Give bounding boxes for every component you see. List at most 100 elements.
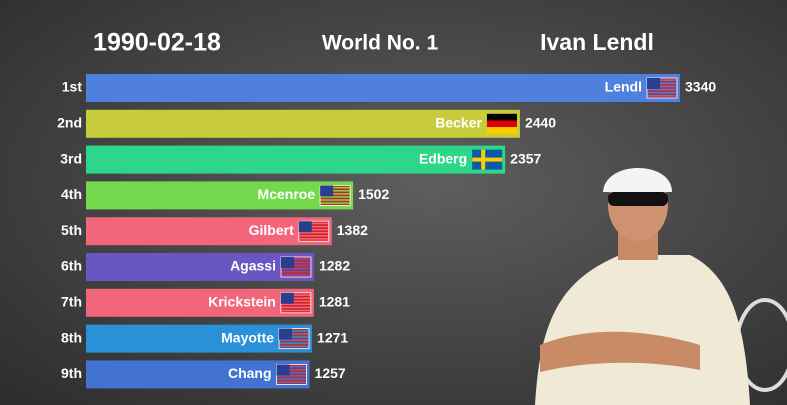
flag-stripe bbox=[279, 334, 310, 337]
flag-cross bbox=[472, 157, 503, 162]
flag-stripe bbox=[280, 269, 311, 271]
flag-canton bbox=[647, 78, 660, 89]
flag bbox=[276, 363, 307, 385]
flag-stripe bbox=[486, 113, 517, 121]
rank-label: 9th bbox=[61, 365, 82, 381]
bar bbox=[86, 109, 520, 138]
flag bbox=[280, 256, 312, 278]
flag-stripe bbox=[280, 272, 311, 274]
bar bbox=[86, 360, 310, 389]
value-label: 1382 bbox=[337, 222, 368, 238]
flag-stripe bbox=[280, 295, 311, 298]
flag-stripe bbox=[647, 78, 677, 80]
bar-name: Edberg bbox=[419, 150, 467, 166]
flag-stripe bbox=[279, 340, 310, 343]
flag-stripe bbox=[276, 379, 307, 382]
flag-cross bbox=[481, 149, 486, 170]
value-label: 1271 bbox=[317, 329, 348, 345]
flag-stripe bbox=[280, 298, 311, 301]
bar bbox=[86, 253, 314, 281]
flag-stripe bbox=[647, 84, 677, 86]
rank-label: 6th bbox=[61, 258, 82, 274]
flag-canton bbox=[279, 328, 293, 340]
flag-stripe bbox=[276, 367, 307, 370]
flag-stripe bbox=[279, 328, 310, 331]
flag-stripe bbox=[320, 194, 351, 197]
value-label: 1502 bbox=[358, 186, 389, 202]
flag-canton bbox=[320, 185, 334, 197]
bar-name: Agassi bbox=[230, 258, 276, 274]
rank-label: 4th bbox=[61, 186, 82, 202]
leader-name: Ivan Lendl bbox=[540, 29, 654, 55]
date: 1990-02-18 bbox=[93, 29, 221, 57]
bar bbox=[86, 145, 506, 174]
flag-stripe bbox=[320, 203, 351, 206]
flag-stripe bbox=[298, 221, 329, 223]
value-label: 1281 bbox=[319, 294, 350, 310]
flag-stripe bbox=[647, 96, 677, 98]
flag-stripe bbox=[276, 370, 307, 373]
value-label: 1257 bbox=[315, 365, 346, 381]
flag-stripe bbox=[279, 347, 310, 349]
rank-label: 5th bbox=[61, 222, 82, 238]
flag-stripe bbox=[298, 239, 329, 242]
bar-name: Chang bbox=[228, 365, 272, 381]
rank-label: 8th bbox=[61, 329, 82, 345]
value-label: 1282 bbox=[319, 258, 350, 274]
flag bbox=[278, 328, 310, 350]
flag-stripe bbox=[279, 331, 310, 334]
flag-stripe bbox=[320, 197, 351, 200]
value-label: 2357 bbox=[510, 150, 541, 166]
value-label: 3340 bbox=[685, 79, 716, 95]
flag-stripe bbox=[276, 382, 307, 385]
flag-stripe bbox=[280, 260, 311, 262]
value-label: 2440 bbox=[525, 115, 556, 131]
flag-stripe bbox=[320, 185, 351, 187]
flag-stripe bbox=[647, 90, 677, 92]
flag-stripe bbox=[280, 266, 311, 268]
player-photo bbox=[535, 168, 787, 405]
bar-name: Lendl bbox=[605, 79, 642, 95]
rank-label: 1st bbox=[62, 79, 83, 95]
flag-stripe bbox=[276, 373, 307, 376]
bar bbox=[86, 217, 332, 246]
bar bbox=[86, 324, 313, 353]
flag bbox=[319, 184, 351, 206]
flag-stripe bbox=[276, 364, 307, 366]
flag-stripe bbox=[298, 230, 329, 232]
rank-label: 2nd bbox=[57, 115, 82, 131]
flag-stripe bbox=[280, 311, 311, 313]
flag-canton bbox=[280, 257, 294, 268]
flag-stripe bbox=[647, 87, 677, 89]
chart-title: World No. 1 bbox=[322, 32, 439, 55]
flag-stripe bbox=[279, 337, 310, 340]
flag-stripe bbox=[320, 191, 351, 194]
flag-stripe bbox=[298, 236, 329, 239]
flag-stripe bbox=[280, 263, 311, 265]
flag-stripe bbox=[320, 200, 351, 203]
bar-name: Gilbert bbox=[249, 222, 294, 238]
flag-stripe bbox=[280, 308, 311, 310]
bar bbox=[86, 288, 314, 317]
bar bbox=[86, 181, 354, 210]
flag bbox=[486, 113, 517, 134]
bar-name: Mayotte bbox=[221, 329, 274, 345]
flag-stripe bbox=[280, 302, 311, 304]
bar bbox=[86, 74, 680, 102]
bar-name: Becker bbox=[435, 115, 482, 131]
flag-canton bbox=[298, 221, 312, 233]
flag bbox=[298, 220, 330, 242]
flag bbox=[472, 149, 503, 170]
flag-stripe bbox=[486, 120, 517, 128]
flag bbox=[646, 77, 678, 99]
flag-stripe bbox=[320, 188, 351, 191]
bar-name: Krickstein bbox=[208, 294, 276, 310]
flag-stripe bbox=[298, 227, 329, 229]
flag-stripe bbox=[298, 224, 329, 226]
flag bbox=[280, 292, 312, 314]
flag-stripe bbox=[280, 257, 311, 259]
flag-stripe bbox=[486, 127, 517, 134]
flag-stripe bbox=[298, 233, 329, 236]
bar-name: Mcenroe bbox=[258, 186, 316, 202]
